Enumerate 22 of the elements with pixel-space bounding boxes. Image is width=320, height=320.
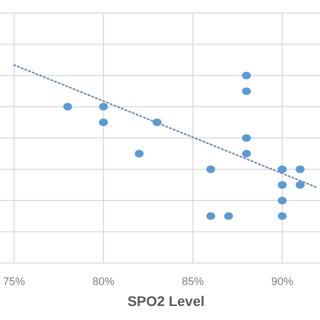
point: [63, 102, 72, 110]
point: [296, 181, 305, 189]
point: [134, 150, 144, 158]
point: [242, 134, 251, 142]
point: [242, 72, 251, 80]
point: [98, 118, 108, 126]
point: [278, 212, 287, 220]
point: [278, 196, 287, 204]
point: [98, 102, 108, 110]
x-tick-label: 90%: [271, 276, 294, 288]
point: [206, 166, 216, 174]
point: [242, 150, 251, 158]
point: [206, 212, 216, 220]
x-tick-label: 80%: [92, 276, 115, 288]
x-tick-label: 85%: [182, 276, 204, 288]
x-tick-label: 75%: [2, 276, 26, 288]
point: [278, 181, 287, 189]
point: [242, 87, 251, 96]
point: [278, 166, 287, 174]
point: [224, 212, 234, 220]
point: [296, 166, 305, 174]
x-axis-title: SPO2 Level: [127, 293, 205, 309]
